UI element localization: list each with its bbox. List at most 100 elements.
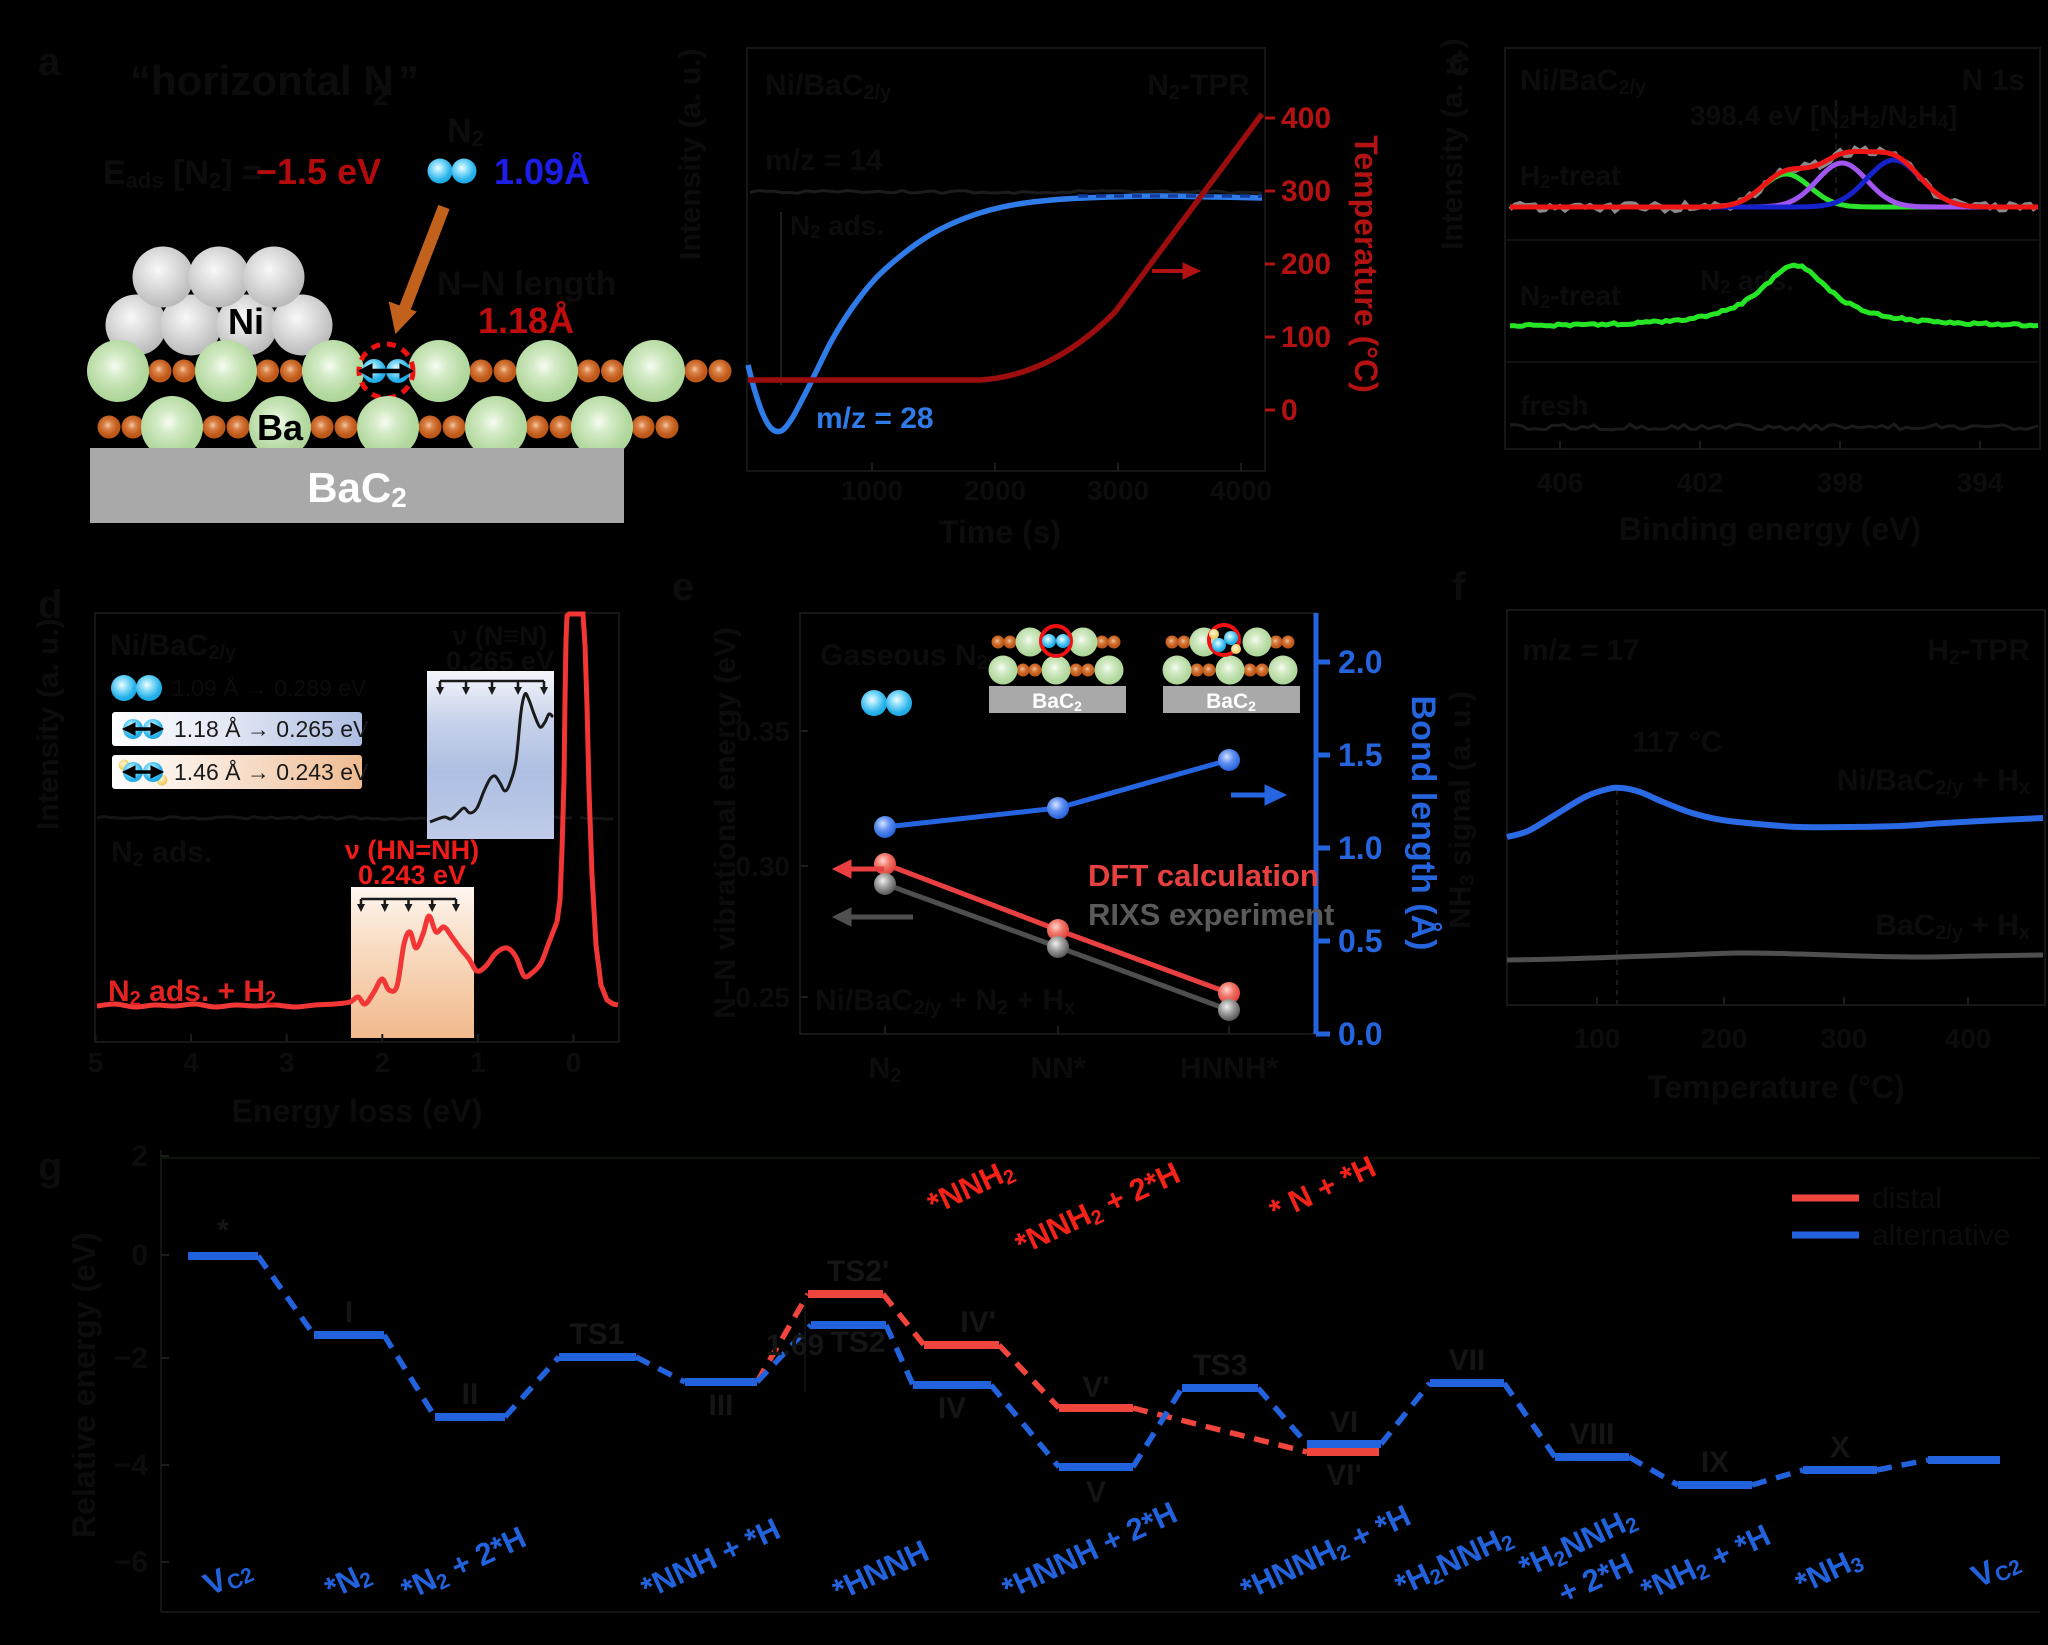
svg-text:H2-TPR: H2-TPR: [1927, 634, 2030, 669]
svg-text:N2-treat: N2-treat: [1520, 280, 1620, 312]
svg-text:e: e: [672, 565, 694, 609]
svg-text:2: 2: [373, 80, 389, 111]
svg-text:Temperature (°C): Temperature (°C): [1348, 135, 1384, 393]
svg-text:N–N vibrational energy (eV): N–N vibrational energy (eV): [709, 627, 742, 1019]
svg-text:a: a: [38, 40, 61, 84]
svg-text:1000: 1000: [841, 475, 903, 506]
svg-text:TS2: TS2: [830, 1326, 885, 1359]
svg-text:Relative energy (eV): Relative energy (eV): [66, 1232, 102, 1538]
svg-text:1.0: 1.0: [1338, 830, 1382, 866]
svg-text:II: II: [462, 1378, 479, 1411]
svg-text:III: III: [708, 1389, 733, 1422]
svg-text:N2 ads.: N2 ads.: [790, 210, 884, 242]
svg-text:0.35: 0.35: [736, 716, 791, 747]
svg-text:3000: 3000: [1087, 475, 1149, 506]
svg-text:1.09 Å → 0.289 eV: 1.09 Å → 0.289 eV: [172, 674, 367, 701]
svg-text:2.0: 2.0: [1338, 644, 1382, 680]
svg-text:300: 300: [1281, 175, 1331, 208]
svg-text:m/z = 17: m/z = 17: [1522, 634, 1640, 667]
svg-text:1.18 Å → 0.265 eV: 1.18 Å → 0.265 eV: [174, 715, 369, 742]
svg-text:N–N length: N–N length: [437, 265, 616, 303]
svg-text:Intensity (a. u.): Intensity (a. u.): [1436, 38, 1469, 250]
svg-text:HNNH*: HNNH*: [1180, 1052, 1279, 1085]
svg-text:406: 406: [1537, 467, 1584, 498]
svg-text:TS2': TS2': [827, 1255, 889, 1288]
svg-text:Ba: Ba: [257, 407, 304, 448]
svg-text:0: 0: [566, 1047, 582, 1078]
svg-text:0.5: 0.5: [1338, 923, 1382, 959]
svg-text:4: 4: [183, 1047, 199, 1078]
svg-text:0.265 eV: 0.265 eV: [446, 646, 554, 676]
svg-text:alternative: alternative: [1872, 1219, 2010, 1252]
svg-text:394: 394: [1957, 467, 2004, 498]
svg-text:ν (HN=NH): ν (HN=NH): [345, 835, 479, 865]
svg-text:ν (N≡N): ν (N≡N): [452, 621, 547, 651]
svg-text:200: 200: [1701, 1023, 1748, 1054]
svg-text:1.18Å: 1.18Å: [478, 300, 574, 341]
svg-text:Ni/BaC2/y + Hx: Ni/BaC2/y + Hx: [1837, 764, 2030, 799]
svg-text:4000: 4000: [1210, 475, 1272, 506]
svg-text:d: d: [38, 583, 62, 627]
svg-text:402: 402: [1677, 467, 1724, 498]
svg-text:100: 100: [1281, 321, 1331, 354]
svg-text:N2 ads.: N2 ads.: [111, 836, 212, 871]
svg-text:1.69: 1.69: [766, 1329, 824, 1362]
svg-text:VIII: VIII: [1569, 1418, 1614, 1451]
svg-text:2000: 2000: [964, 475, 1026, 506]
svg-text:X: X: [1830, 1431, 1850, 1464]
svg-text:5: 5: [88, 1047, 104, 1078]
svg-text:NH3 signal (a. u.): NH3 signal (a. u.): [1444, 691, 1479, 929]
svg-text:VI': VI': [1326, 1459, 1361, 1492]
svg-text:N 1s: N 1s: [1962, 64, 2025, 97]
svg-text:N2-TPR: N2-TPR: [1147, 69, 1250, 104]
svg-text:−1.5 eV: −1.5 eV: [256, 151, 381, 192]
svg-text:*: *: [217, 1214, 229, 1247]
svg-text:distal: distal: [1872, 1182, 1942, 1215]
svg-text:0.30: 0.30: [736, 851, 791, 882]
svg-text:400: 400: [1945, 1023, 1992, 1054]
svg-text:m/z = 14: m/z = 14: [765, 144, 883, 177]
svg-text:IV: IV: [938, 1392, 966, 1425]
svg-text:V': V': [1082, 1371, 1109, 1404]
svg-text:398: 398: [1817, 467, 1864, 498]
svg-text:Intensity (a. u.): Intensity (a. u.): [674, 48, 707, 260]
svg-text:m/z = 28: m/z = 28: [816, 402, 934, 435]
svg-text:1.5: 1.5: [1338, 737, 1382, 773]
svg-text:VII: VII: [1449, 1344, 1486, 1377]
svg-text:c: c: [1448, 40, 1470, 84]
svg-text:BaC2: BaC2: [307, 464, 407, 513]
svg-text:2: 2: [375, 1047, 391, 1078]
svg-text:RIXS experiment: RIXS experiment: [1088, 897, 1334, 932]
svg-text:H2-treat: H2-treat: [1520, 160, 1620, 192]
svg-text:”: ”: [398, 57, 419, 104]
svg-text:117 °C: 117 °C: [1632, 726, 1722, 759]
svg-text:DFT calculation: DFT calculation: [1088, 858, 1319, 893]
svg-text:V: V: [1086, 1476, 1106, 1509]
svg-text:Gaseous N2: Gaseous N2: [820, 639, 988, 674]
svg-text:1: 1: [470, 1047, 486, 1078]
svg-text:Intensity (a. u.): Intensity (a. u.): [32, 618, 65, 830]
svg-text:IX: IX: [1701, 1446, 1729, 1479]
svg-text:1.46 Å → 0.243 eV: 1.46 Å → 0.243 eV: [174, 758, 369, 785]
svg-text:1.09Å: 1.09Å: [494, 151, 590, 192]
svg-text:0.243 eV: 0.243 eV: [358, 860, 466, 890]
svg-text:I: I: [345, 1296, 353, 1329]
svg-text:BaC2: BaC2: [1206, 690, 1256, 714]
svg-text:Energy loss (eV): Energy loss (eV): [232, 1093, 483, 1129]
svg-text:Bond length (Å): Bond length (Å): [1404, 696, 1442, 951]
svg-text:Ni: Ni: [228, 301, 264, 342]
svg-text:TS3: TS3: [1192, 1349, 1247, 1382]
svg-text:0.0: 0.0: [1338, 1016, 1382, 1052]
svg-text:0.25: 0.25: [736, 982, 791, 1013]
svg-text:fresh: fresh: [1520, 390, 1588, 421]
svg-text:[N2H2/N2H4]: [N2H2/N2H4]: [1810, 100, 1957, 132]
svg-text:BaC2: BaC2: [1032, 690, 1082, 714]
svg-text:−4: −4: [114, 1449, 149, 1482]
svg-text:200: 200: [1281, 248, 1331, 281]
svg-text:TS1: TS1: [569, 1318, 624, 1351]
svg-text:NN*: NN*: [1030, 1052, 1085, 1085]
svg-text:g: g: [38, 1145, 62, 1189]
svg-text:300: 300: [1821, 1023, 1868, 1054]
svg-text:Binding energy (eV): Binding energy (eV): [1619, 511, 1921, 547]
svg-text:−6: −6: [114, 1546, 148, 1579]
